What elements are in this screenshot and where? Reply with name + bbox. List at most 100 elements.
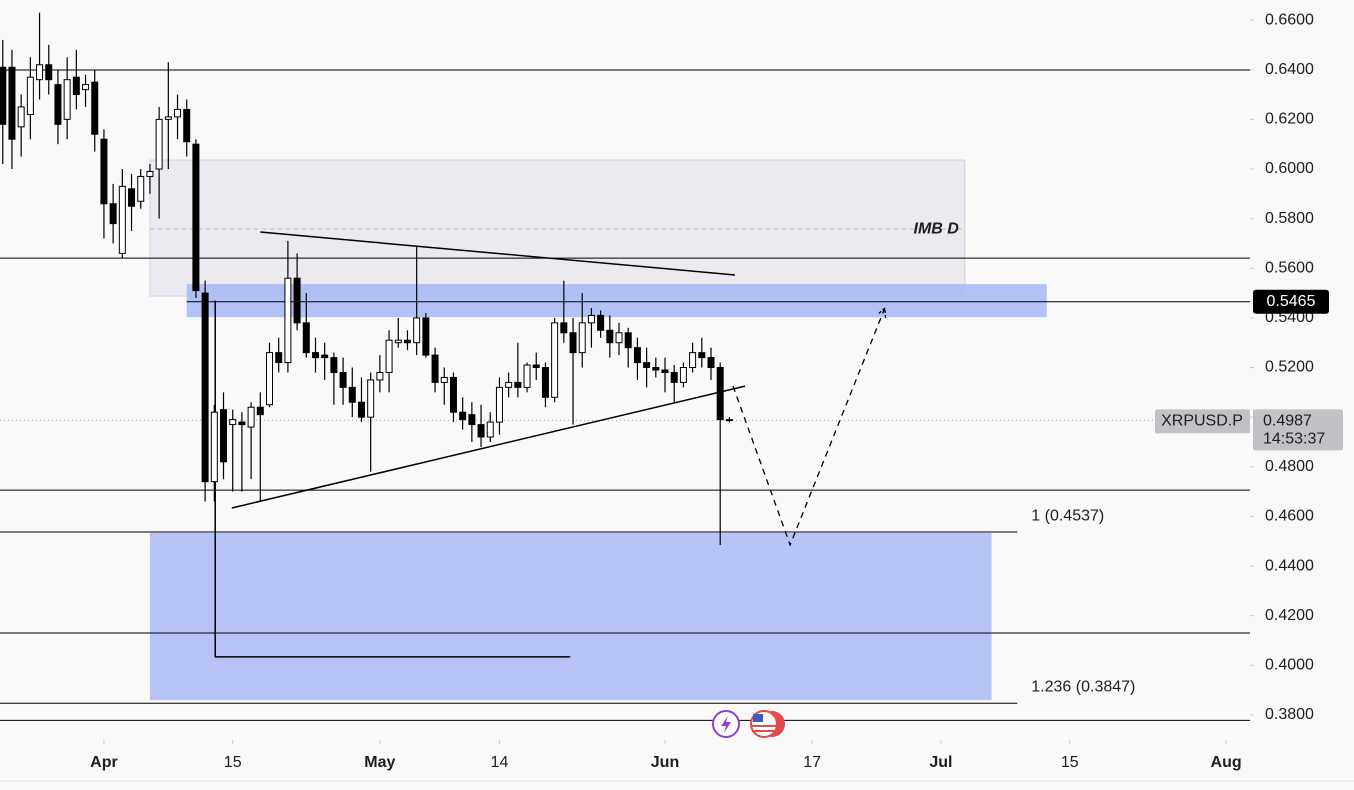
candle-body	[367, 379, 375, 418]
candle-body	[468, 414, 476, 426]
candle-body	[624, 332, 632, 349]
y-tick-label: 0.4000	[1265, 657, 1314, 674]
zone	[186, 284, 1047, 318]
y-tick-label: 0.5200	[1265, 359, 1314, 376]
candle-body	[210, 411, 218, 483]
candle-body	[707, 357, 715, 369]
candle-body	[128, 188, 136, 207]
candle-body	[155, 118, 163, 170]
candle-body	[633, 347, 641, 364]
candle-body	[284, 277, 292, 364]
candle-body	[597, 314, 605, 331]
trendline	[231, 385, 746, 509]
candle-body	[72, 76, 80, 96]
y-tick-label: 0.6400	[1265, 61, 1314, 78]
candle-body	[587, 314, 595, 324]
candle-body	[357, 401, 365, 418]
candle-body	[238, 421, 246, 426]
event-icons	[712, 710, 785, 738]
candle-body	[606, 329, 614, 344]
alert-price-tag	[1253, 289, 1329, 314]
fib-label: 1 (0.4537)	[1031, 507, 1104, 524]
candle-body	[403, 339, 411, 344]
candle-body	[54, 84, 62, 125]
last-price-label: 0.4987	[1263, 413, 1312, 430]
x-tick-label: May	[364, 754, 395, 771]
candle-body	[118, 185, 126, 254]
candle-body	[192, 143, 200, 292]
fib-label: 1.236 (0.3847)	[1031, 678, 1135, 695]
symbol-tag	[1155, 409, 1250, 434]
candle-body	[532, 364, 540, 369]
countdown-label: 14:53:37	[1263, 431, 1325, 448]
x-tick-label: Jul	[929, 754, 952, 771]
candle-body	[82, 84, 90, 91]
candle-body	[183, 108, 191, 143]
candle-body	[459, 411, 467, 421]
y-tick-label: 0.4200	[1265, 607, 1314, 624]
y-tick-label: 0.5800	[1265, 210, 1314, 227]
candle-body	[8, 66, 16, 140]
x-tick-label: 14	[491, 754, 509, 771]
candle-body	[643, 362, 651, 369]
zone	[149, 533, 992, 701]
candle-body	[376, 371, 384, 381]
flag-canton	[753, 714, 763, 722]
candle-body	[569, 332, 577, 354]
y-tick-label: 0.6000	[1265, 160, 1314, 177]
candle-body	[36, 64, 44, 81]
candle-body	[247, 406, 255, 428]
candle-body	[339, 371, 347, 388]
candle-body	[725, 419, 733, 422]
x-tick-label: 15	[224, 754, 242, 771]
candle-body	[174, 108, 182, 118]
candle-body	[652, 367, 660, 371]
candle-body	[449, 376, 457, 413]
projection-arrowhead	[877, 306, 887, 318]
x-tick-label: 17	[803, 754, 821, 771]
y-tick-label: 0.3800	[1265, 706, 1314, 723]
candle-body	[679, 367, 687, 383]
candle-body	[26, 76, 34, 115]
candle-body	[394, 339, 402, 344]
candle-body	[689, 352, 697, 369]
y-tick-label: 0.4400	[1265, 557, 1314, 574]
candle-body	[63, 79, 71, 120]
candle-body	[265, 352, 273, 406]
candle-body	[716, 367, 724, 421]
candle-body	[109, 203, 117, 225]
x-tick-label: Apr	[90, 754, 118, 771]
candle-body	[385, 339, 393, 373]
candle-body	[302, 322, 310, 354]
candle-body	[311, 352, 319, 359]
x-tick-label: Jun	[651, 754, 679, 771]
candle-body	[578, 322, 586, 354]
candle-body	[0, 66, 7, 125]
candle-body	[275, 352, 283, 364]
candle-body	[495, 386, 503, 423]
candle-body	[698, 352, 706, 359]
candle-body	[201, 292, 209, 483]
candle-body	[220, 409, 228, 463]
candle-body	[477, 424, 485, 438]
y-tick-label: 0.4800	[1265, 458, 1314, 475]
lightning-icon	[721, 716, 731, 733]
candle-body	[413, 317, 421, 344]
candle-body	[293, 277, 301, 324]
y-tick-label: 0.6600	[1265, 11, 1314, 28]
candle-body	[615, 332, 623, 344]
candle-body	[91, 81, 99, 135]
y-tick-label: 0.4600	[1265, 508, 1314, 525]
candle-body	[440, 376, 448, 383]
candle-body	[541, 367, 549, 398]
candle-body	[137, 175, 145, 202]
candle-body	[330, 357, 338, 373]
candle-body	[523, 364, 531, 388]
candle-body	[505, 381, 513, 388]
x-tick-label: Aug	[1211, 754, 1242, 771]
plot: IMB D 1 (0.4537) 1.236 (0.3847) 0.6600 0.640…	[0, 11, 1354, 782]
candle-body	[486, 421, 494, 438]
zone-label: IMB D	[914, 220, 960, 237]
candle-body	[146, 170, 154, 177]
